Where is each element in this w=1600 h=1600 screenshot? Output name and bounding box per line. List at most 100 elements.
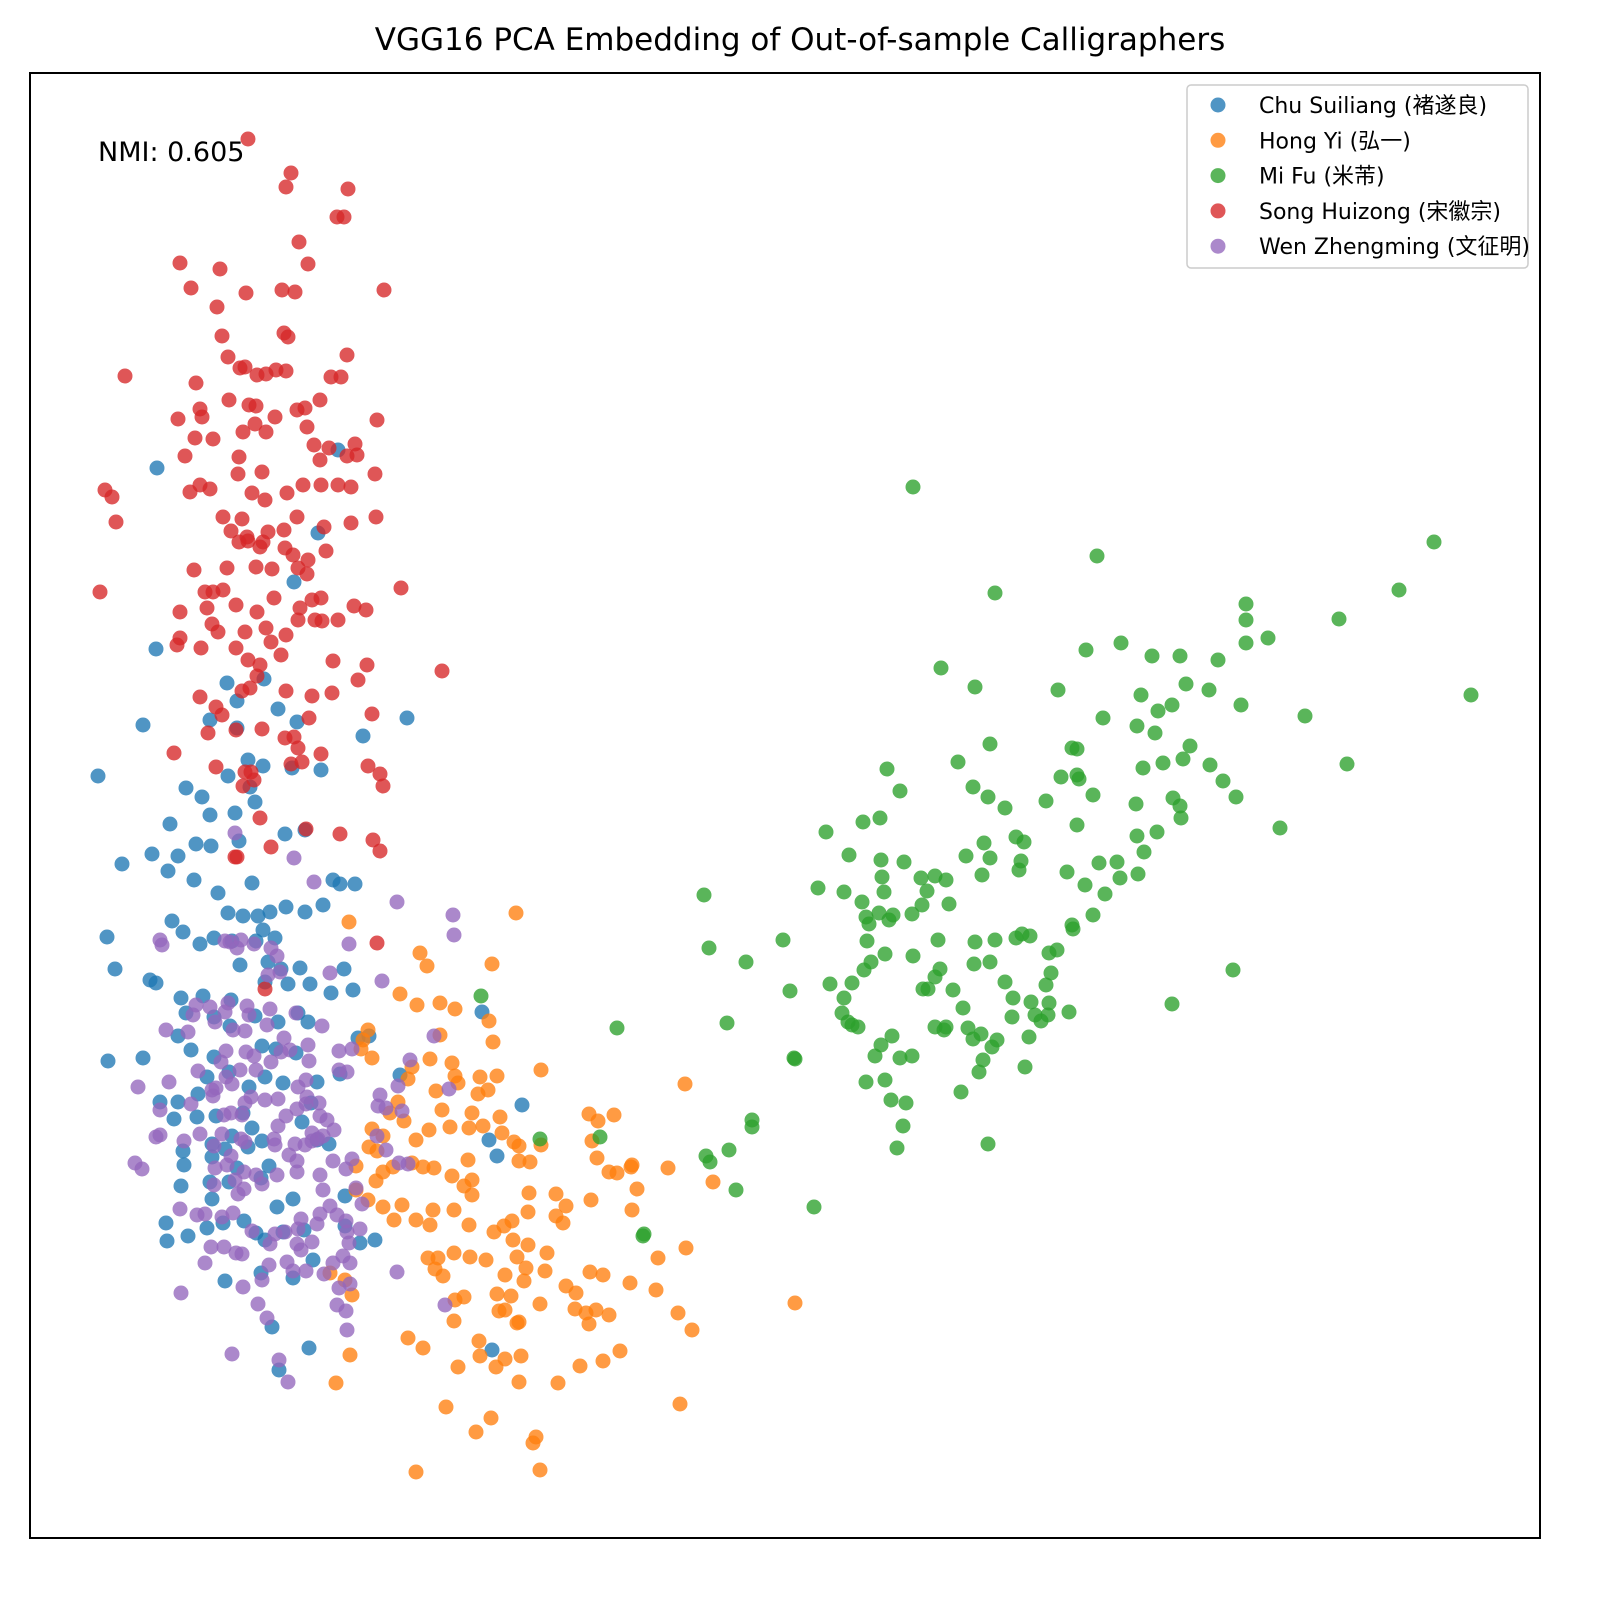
point-chu-suiliang xyxy=(99,929,115,945)
point-wen-zhengming xyxy=(270,1118,286,1134)
point-hong-yi xyxy=(434,1102,450,1118)
point-hong-yi xyxy=(446,1313,462,1329)
point-hong-yi xyxy=(677,1076,693,1092)
point-wen-zhengming xyxy=(341,936,357,952)
point-song-huizong xyxy=(172,604,188,620)
point-song-huizong xyxy=(231,534,247,550)
point-song-huizong xyxy=(252,810,268,826)
point-chu-suiliang xyxy=(294,1114,310,1130)
point-wen-zhengming xyxy=(271,1352,287,1368)
point-mi-fu xyxy=(1135,760,1151,776)
legend-box xyxy=(1186,84,1529,269)
point-hong-yi xyxy=(394,1197,410,1213)
point-chu-suiliang xyxy=(189,1109,205,1125)
point-song-huizong xyxy=(214,328,230,344)
point-song-huizong xyxy=(214,707,230,723)
nmi-annotation: NMI: 0.605 xyxy=(98,137,244,168)
point-hong-yi xyxy=(446,1202,462,1218)
point-song-huizong xyxy=(108,514,124,530)
point-hong-yi xyxy=(492,1109,508,1125)
point-hong-yi xyxy=(421,1122,437,1138)
point-mi-fu xyxy=(930,932,946,948)
point-mi-fu xyxy=(877,1072,893,1088)
point-wen-zhengming xyxy=(342,1255,358,1271)
point-wen-zhengming xyxy=(402,1052,418,1068)
point-wen-zhengming xyxy=(290,1221,306,1237)
point-song-huizong xyxy=(306,437,322,453)
point-chu-suiliang xyxy=(323,985,339,1001)
point-hong-yi xyxy=(509,1315,525,1331)
point-song-huizong xyxy=(287,284,303,300)
point-wen-zhengming xyxy=(204,1082,220,1098)
point-hong-yi xyxy=(489,1068,505,1084)
point-mi-fu xyxy=(967,679,983,695)
point-hong-yi xyxy=(568,1285,584,1301)
point-song-huizong xyxy=(246,772,262,788)
point-wen-zhengming xyxy=(214,1209,230,1225)
point-song-huizong xyxy=(263,839,279,855)
point-song-huizong xyxy=(209,299,225,315)
point-mi-fu xyxy=(1228,789,1244,805)
point-chu-suiliang xyxy=(275,1075,291,1091)
point-hong-yi xyxy=(678,1240,694,1256)
point-mi-fu xyxy=(984,1039,1000,1055)
point-mi-fu xyxy=(1173,810,1189,826)
point-mi-fu xyxy=(1021,1029,1037,1045)
point-mi-fu xyxy=(1022,928,1038,944)
point-chu-suiliang xyxy=(173,990,189,1006)
point-mi-fu xyxy=(1202,757,1218,773)
point-hong-yi xyxy=(422,1217,438,1233)
point-song-huizong xyxy=(393,580,409,596)
point-chu-suiliang xyxy=(135,1050,151,1066)
point-mi-fu xyxy=(696,887,712,903)
point-mi-fu xyxy=(1089,548,1105,564)
legend-label-hong-yi: Hong Yi (弘一) xyxy=(1259,129,1411,154)
point-mi-fu xyxy=(858,1074,874,1090)
point-chu-suiliang xyxy=(159,1233,175,1249)
point-mi-fu xyxy=(1129,828,1145,844)
point-mi-fu xyxy=(787,1051,803,1067)
point-mi-fu xyxy=(884,1028,900,1044)
point-hong-yi xyxy=(497,1302,513,1318)
point-chu-suiliang xyxy=(149,460,165,476)
point-mi-fu xyxy=(896,854,912,870)
point-mi-fu xyxy=(867,1048,883,1064)
point-song-huizong xyxy=(252,539,268,555)
point-wen-zhengming xyxy=(276,1030,292,1046)
point-mi-fu xyxy=(987,585,1003,601)
point-wen-zhengming xyxy=(286,850,302,866)
point-mi-fu xyxy=(592,1129,608,1145)
point-mi-fu xyxy=(913,870,929,886)
point-song-huizong xyxy=(202,481,218,497)
point-wen-zhengming xyxy=(246,936,262,952)
point-song-huizong xyxy=(325,653,341,669)
point-hong-yi xyxy=(464,1105,480,1121)
legend-marker-song-huizong xyxy=(1210,203,1226,219)
point-wen-zhengming xyxy=(306,874,322,890)
point-chu-suiliang xyxy=(250,908,266,924)
point-song-huizong xyxy=(349,447,365,463)
point-mi-fu xyxy=(1041,995,1057,1011)
point-mi-fu xyxy=(855,814,871,830)
point-wen-zhengming xyxy=(311,1095,327,1111)
point-mi-fu xyxy=(904,1048,920,1064)
point-mi-fu xyxy=(982,736,998,752)
point-mi-fu xyxy=(1016,834,1032,850)
point-mi-fu xyxy=(1085,787,1101,803)
point-wen-zhengming xyxy=(207,1160,223,1176)
point-song-huizong xyxy=(210,624,226,640)
point-song-huizong xyxy=(294,754,310,770)
point-wen-zhengming xyxy=(314,1018,330,1034)
point-chu-suiliang xyxy=(300,1014,316,1030)
point-chu-suiliang xyxy=(345,982,361,998)
point-wen-zhengming xyxy=(192,1126,208,1142)
point-wen-zhengming xyxy=(445,907,461,923)
point-song-huizong xyxy=(267,409,283,425)
point-wen-zhengming xyxy=(216,1239,232,1255)
point-chu-suiliang xyxy=(399,710,415,726)
point-song-huizong xyxy=(300,256,316,272)
point-chu-suiliang xyxy=(489,1148,505,1164)
point-song-huizong xyxy=(276,522,292,538)
point-mi-fu xyxy=(898,1095,914,1111)
point-song-huizong xyxy=(313,477,329,493)
